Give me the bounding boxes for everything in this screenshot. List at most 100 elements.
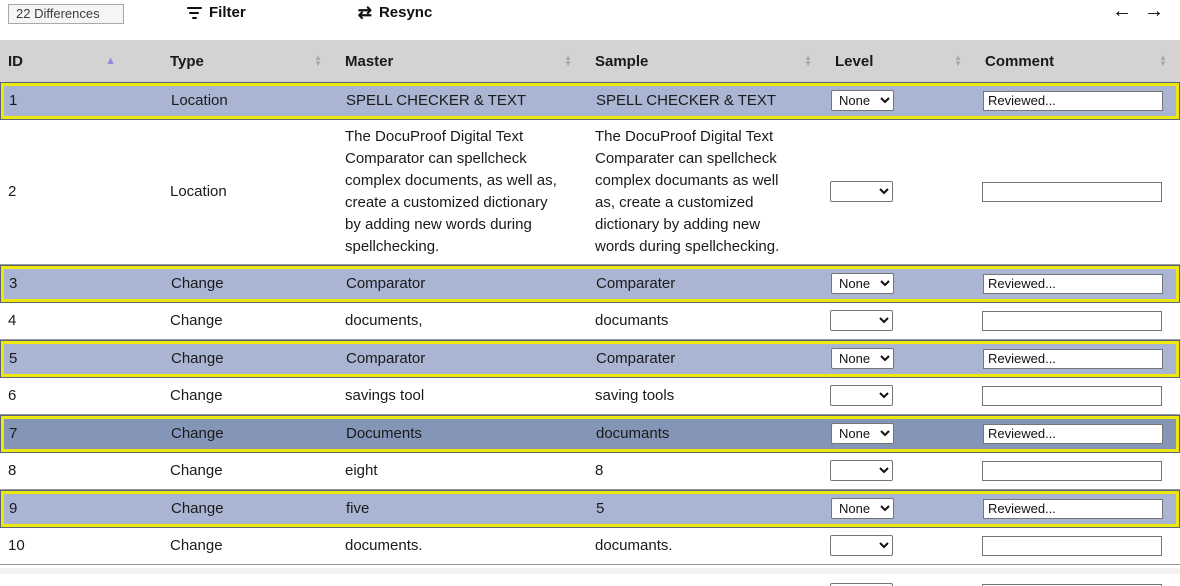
table-row[interactable]: 6 Change savings tool saving tools	[0, 378, 1180, 415]
cell-level: None	[826, 494, 976, 524]
cell-level	[825, 531, 975, 561]
cell-master: documents,	[335, 304, 585, 338]
comment-input[interactable]	[982, 386, 1162, 406]
cell-sample: saving tools	[585, 379, 825, 413]
cell-comment	[975, 456, 1180, 486]
cell-master: Comparator	[336, 342, 586, 376]
cell-master: Documents	[336, 417, 586, 451]
level-select[interactable]	[830, 385, 893, 406]
cell-comment	[976, 86, 1180, 116]
cell-sample: 8	[585, 454, 825, 488]
column-header-level[interactable]: Level ▲▼	[825, 40, 975, 82]
cell-id: 3	[1, 267, 161, 301]
level-select[interactable]: None	[831, 423, 894, 444]
sort-icon: ▲▼	[804, 55, 812, 67]
cell-sample: Comparater	[586, 342, 826, 376]
cell-type: Change	[161, 417, 336, 451]
cell-type: Change	[161, 267, 336, 301]
sort-icon: ▲▼	[314, 55, 322, 67]
level-select[interactable]	[830, 310, 893, 331]
header-row: ID ▲▼ Type ▲▼ Master ▲▼ Sample ▲▼ Level …	[0, 40, 1180, 82]
level-select[interactable]: None	[831, 273, 894, 294]
cell-level: None	[826, 344, 976, 374]
cell-sample: The DocuProof Digital Text Comparater ca…	[585, 120, 825, 264]
comment-input[interactable]	[982, 311, 1162, 331]
cell-level	[825, 381, 975, 411]
table-row[interactable]	[0, 574, 1180, 586]
column-header-type[interactable]: Type ▲▼	[160, 40, 335, 82]
comment-input[interactable]	[983, 91, 1163, 111]
cell-type: Change	[160, 454, 335, 488]
cell-comment	[976, 344, 1180, 374]
level-select[interactable]	[830, 535, 893, 556]
sort-icon: ▲▼	[954, 55, 962, 67]
resync-icon: ⇄	[358, 4, 372, 21]
cell-comment	[976, 269, 1180, 299]
level-select[interactable]	[830, 181, 893, 202]
cell-master: The DocuProof Digital Text Comparator ca…	[335, 120, 585, 264]
column-label: ID	[8, 53, 23, 70]
level-select[interactable]	[830, 460, 893, 481]
cell-level	[825, 579, 975, 586]
level-select[interactable]: None	[831, 498, 894, 519]
cell-sample: documants	[585, 304, 825, 338]
cell-master: savings tool	[335, 379, 585, 413]
level-select[interactable]: None	[831, 348, 894, 369]
cell-comment	[976, 419, 1180, 449]
comment-input[interactable]	[982, 182, 1162, 202]
table-row[interactable]: 2 Location The DocuProof Digital Text Co…	[0, 120, 1180, 265]
table-row[interactable]: 9 Change five 5 None	[0, 490, 1180, 528]
cell-sample: 5	[586, 492, 826, 526]
next-difference-button[interactable]: →	[1144, 0, 1164, 22]
cell-comment	[975, 579, 1180, 586]
cell-type: Location	[160, 175, 335, 209]
cell-sample: documants	[586, 417, 826, 451]
table-row[interactable]: 5 Change Comparator Comparater None	[0, 340, 1180, 378]
comment-input[interactable]	[983, 499, 1163, 519]
column-header-sample[interactable]: Sample ▲▼	[585, 40, 825, 82]
cell-comment	[975, 531, 1180, 561]
table-body: 1 Location SPELL CHECKER & TEXT SPELL CH…	[0, 82, 1180, 586]
cell-sample: Comparater	[586, 267, 826, 301]
column-header-master[interactable]: Master ▲▼	[335, 40, 585, 82]
table-row[interactable]: 7 Change Documents documants None	[0, 415, 1180, 453]
cell-master: SPELL CHECKER & TEXT	[336, 84, 586, 118]
level-select[interactable]: None	[831, 90, 894, 111]
filter-icon	[186, 7, 202, 19]
comment-input[interactable]	[982, 536, 1162, 556]
cell-master: five	[336, 492, 586, 526]
sort-icon: ▲▼	[564, 55, 572, 67]
cell-type: Change	[160, 379, 335, 413]
cell-id: 6	[0, 379, 160, 413]
table-row[interactable]: 1 Location SPELL CHECKER & TEXT SPELL CH…	[0, 82, 1180, 120]
toolbar: 22 Differences Filter ⇄ Resync ← →	[0, 0, 1180, 40]
cell-type: Change	[161, 342, 336, 376]
sort-icon: ▲▼	[1159, 55, 1167, 67]
table-row[interactable]: 8 Change eight 8	[0, 453, 1180, 490]
cell-comment	[975, 177, 1180, 207]
comment-input[interactable]	[983, 349, 1163, 369]
table-row[interactable]: 4 Change documents, documants	[0, 303, 1180, 340]
comment-input[interactable]	[983, 424, 1163, 444]
cell-level	[825, 456, 975, 486]
cell-id: 9	[1, 492, 161, 526]
comment-input[interactable]	[983, 274, 1163, 294]
comment-input[interactable]	[982, 461, 1162, 481]
column-label: Type	[170, 53, 204, 70]
column-header-id[interactable]: ID ▲▼	[0, 40, 160, 82]
column-header-comment[interactable]: Comment ▲▼	[975, 40, 1180, 82]
cell-id: 4	[0, 304, 160, 338]
filter-button[interactable]: Filter	[186, 4, 246, 21]
cell-type: Change	[160, 304, 335, 338]
cell-type: Location	[161, 84, 336, 118]
cell-level	[825, 177, 975, 207]
column-label: Comment	[985, 53, 1054, 70]
differences-count-badge: 22 Differences	[8, 4, 124, 24]
cell-id: 1	[1, 84, 161, 118]
cell-comment	[975, 381, 1180, 411]
table-row[interactable]: 3 Change Comparator Comparater None	[0, 265, 1180, 303]
previous-difference-button[interactable]: ←	[1112, 0, 1132, 22]
table-row[interactable]: 10 Change documents. documants.	[0, 528, 1180, 565]
resync-button[interactable]: ⇄ Resync	[358, 4, 433, 21]
cell-level: None	[826, 419, 976, 449]
